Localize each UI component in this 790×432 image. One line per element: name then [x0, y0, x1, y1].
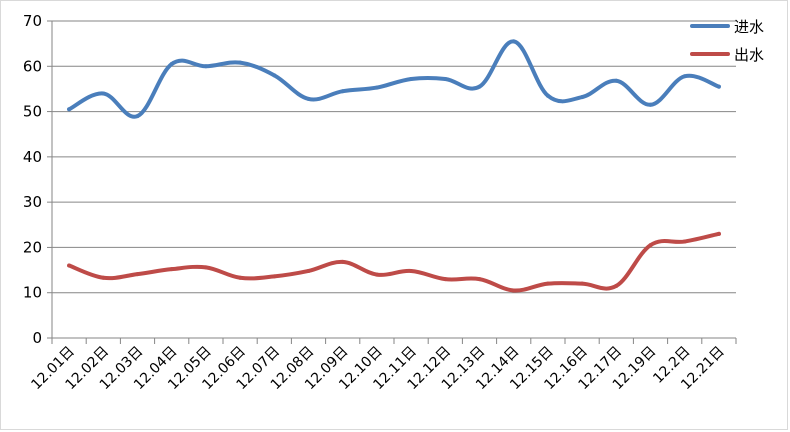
y-tick-label: 60: [23, 57, 42, 75]
data-point: [511, 288, 516, 293]
data-point: [306, 268, 311, 273]
y-tick-label: 20: [23, 238, 42, 256]
gridlines: [52, 20, 736, 339]
data-point: [716, 84, 721, 89]
y-tick-label: 40: [23, 148, 42, 166]
data-point: [716, 231, 721, 236]
data-point: [682, 74, 687, 79]
data-point: [203, 64, 208, 69]
x-axis: 12.01日12.02日12.03日12.04日12.05日12.06日12.0…: [28, 338, 737, 393]
data-point: [648, 102, 653, 107]
y-tick-label: 10: [23, 284, 42, 302]
data-point: [101, 91, 106, 96]
data-point: [511, 39, 516, 44]
data-point: [272, 274, 277, 279]
legend-label: 进水: [734, 18, 764, 36]
y-tick-label: 50: [23, 103, 42, 121]
data-point: [580, 95, 585, 100]
data-point: [169, 62, 174, 67]
y-axis: 0 10 20 30 40 50 60 70: [23, 12, 53, 347]
y-tick-label: 0: [32, 329, 42, 347]
data-point: [272, 73, 277, 78]
data-point: [340, 89, 345, 94]
data-point: [580, 281, 585, 286]
data-point: [169, 267, 174, 272]
data-point: [682, 239, 687, 244]
data-point: [409, 76, 414, 81]
data-point: [374, 272, 379, 277]
data-point: [477, 277, 482, 282]
data-point: [340, 259, 345, 264]
data-point: [203, 265, 208, 270]
data-point: [545, 281, 550, 286]
y-tick-label: 70: [23, 12, 42, 30]
series-line-1: [67, 231, 721, 293]
data-point: [238, 275, 243, 280]
data-point: [545, 93, 550, 98]
data-point: [135, 272, 140, 277]
data-point: [477, 84, 482, 89]
data-point: [67, 107, 72, 112]
data-point: [409, 268, 414, 273]
data-point: [443, 76, 448, 81]
data-point: [443, 277, 448, 282]
data-point: [374, 85, 379, 90]
data-point: [67, 263, 72, 268]
data-point: [306, 96, 311, 101]
data-point: [101, 275, 106, 280]
series-lines: [67, 39, 721, 293]
legend-label: 出水: [734, 46, 764, 64]
data-point: [238, 60, 243, 65]
series-line-0: [67, 39, 721, 119]
data-point: [614, 283, 619, 288]
data-point: [135, 114, 140, 119]
data-point: [648, 243, 653, 248]
y-tick-label: 30: [23, 193, 42, 211]
data-point: [614, 78, 619, 83]
